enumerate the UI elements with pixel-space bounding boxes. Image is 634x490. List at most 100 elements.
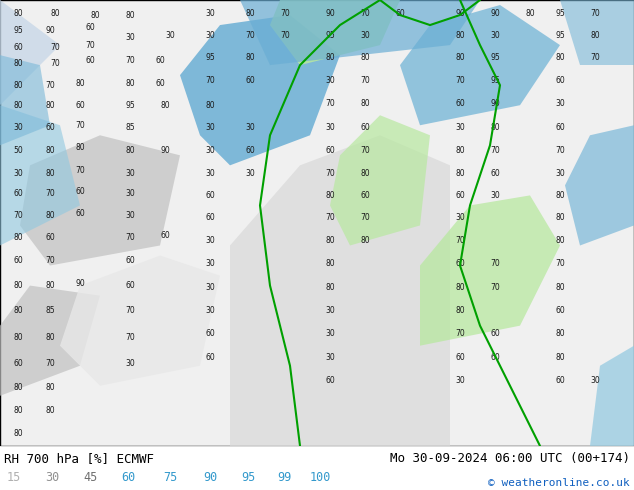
Text: 70: 70 (125, 306, 135, 315)
Text: 80: 80 (13, 333, 23, 342)
Text: 30: 30 (13, 169, 23, 178)
Text: 80: 80 (360, 236, 370, 245)
Text: 80: 80 (325, 191, 335, 200)
Polygon shape (0, 286, 100, 396)
Text: 80: 80 (325, 283, 335, 292)
Text: 60: 60 (555, 75, 565, 85)
Text: 80: 80 (455, 146, 465, 155)
Text: 60: 60 (85, 56, 95, 65)
Text: 60: 60 (13, 359, 23, 368)
Text: 80: 80 (490, 123, 500, 132)
Text: 30: 30 (165, 30, 175, 40)
Text: 70: 70 (50, 43, 60, 51)
Text: 30: 30 (325, 123, 335, 132)
Text: 80: 80 (45, 146, 55, 155)
Text: 60: 60 (75, 187, 85, 196)
Text: 60: 60 (325, 376, 335, 385)
Text: 80: 80 (75, 79, 85, 88)
Text: 30: 30 (555, 169, 565, 178)
Text: 15: 15 (7, 471, 21, 484)
Text: 60: 60 (205, 213, 215, 222)
Text: 90: 90 (490, 98, 500, 108)
Text: 70: 70 (590, 52, 600, 62)
Text: 70: 70 (45, 359, 55, 368)
Text: 30: 30 (205, 123, 215, 132)
Text: 30: 30 (205, 8, 215, 18)
Polygon shape (270, 0, 400, 65)
Text: 80: 80 (13, 281, 23, 290)
Text: 70: 70 (125, 56, 135, 65)
Text: 99: 99 (277, 471, 291, 484)
Text: 70: 70 (360, 75, 370, 85)
Polygon shape (565, 125, 634, 245)
Text: 90: 90 (160, 146, 170, 155)
Text: 80: 80 (45, 211, 55, 220)
Text: 30: 30 (205, 30, 215, 40)
Text: 70: 70 (125, 233, 135, 242)
Text: 30: 30 (125, 169, 135, 178)
Text: 80: 80 (45, 333, 55, 342)
Text: 80: 80 (360, 98, 370, 108)
Text: 80: 80 (13, 59, 23, 68)
Text: 100: 100 (309, 471, 331, 484)
Text: 70: 70 (205, 75, 215, 85)
Text: 60: 60 (205, 191, 215, 200)
Text: 60: 60 (490, 329, 500, 338)
Text: 60: 60 (555, 376, 565, 385)
Text: 30: 30 (125, 189, 135, 198)
Text: 80: 80 (525, 8, 535, 18)
Text: 80: 80 (90, 10, 100, 20)
Text: 80: 80 (590, 30, 600, 40)
Text: 90: 90 (325, 8, 335, 18)
Polygon shape (330, 115, 430, 245)
Text: 60: 60 (45, 233, 55, 242)
Text: 95: 95 (241, 471, 255, 484)
Text: 30: 30 (325, 306, 335, 315)
Text: 60: 60 (490, 169, 500, 178)
Text: 60: 60 (155, 79, 165, 88)
Text: 85: 85 (125, 123, 135, 132)
Text: 70: 70 (325, 213, 335, 222)
Text: 80: 80 (455, 306, 465, 315)
Polygon shape (400, 5, 560, 125)
Text: 80: 80 (325, 52, 335, 62)
Text: 30: 30 (455, 123, 465, 132)
Text: 70: 70 (325, 98, 335, 108)
Text: RH 700 hPa [%] ECMWF: RH 700 hPa [%] ECMWF (4, 452, 154, 465)
Text: 70: 70 (455, 236, 465, 245)
Text: 80: 80 (45, 281, 55, 290)
Text: 80: 80 (555, 353, 565, 362)
Polygon shape (0, 0, 60, 105)
Text: 95: 95 (125, 101, 135, 110)
Text: 90: 90 (455, 8, 465, 18)
Text: 30: 30 (205, 169, 215, 178)
Text: Mo 30-09-2024 06:00 UTC (00+174): Mo 30-09-2024 06:00 UTC (00+174) (390, 452, 630, 465)
Text: 75: 75 (163, 471, 177, 484)
Text: 45: 45 (83, 471, 97, 484)
Polygon shape (0, 105, 80, 245)
Text: 60: 60 (555, 123, 565, 132)
Text: 60: 60 (75, 209, 85, 218)
Polygon shape (560, 0, 634, 65)
Text: 60: 60 (125, 256, 135, 265)
Polygon shape (0, 55, 50, 146)
Text: 80: 80 (455, 30, 465, 40)
Text: 30: 30 (325, 75, 335, 85)
Polygon shape (240, 0, 480, 65)
Text: 70: 70 (245, 30, 255, 40)
Text: 60: 60 (155, 56, 165, 65)
Text: 30: 30 (360, 30, 370, 40)
Text: 70: 70 (280, 30, 290, 40)
Text: 60: 60 (13, 256, 23, 265)
Text: 85: 85 (45, 306, 55, 315)
Text: 80: 80 (125, 146, 135, 155)
Text: 80: 80 (45, 101, 55, 110)
Text: 30: 30 (455, 213, 465, 222)
Text: 60: 60 (360, 123, 370, 132)
Text: 30: 30 (205, 259, 215, 268)
Text: 60: 60 (395, 8, 405, 18)
Text: 80: 80 (13, 8, 23, 18)
Text: 30: 30 (125, 359, 135, 368)
Text: 30: 30 (555, 98, 565, 108)
Polygon shape (20, 135, 180, 266)
